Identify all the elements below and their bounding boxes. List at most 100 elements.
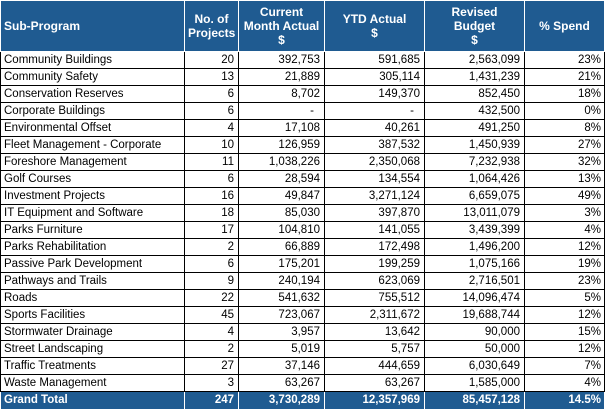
table-row: Environmental Offset 4 17,108 40,261 491,250… xyxy=(0,119,605,137)
cell-projects: 6 xyxy=(184,85,239,103)
cell-percent-spend: 32% xyxy=(524,153,605,171)
cell-current-month: 175,201 xyxy=(238,255,325,273)
cell-percent-spend: 12% xyxy=(524,340,605,358)
header-ytd-actual: YTD Actual $ xyxy=(324,0,425,52)
cell-revised-budget: 1,431,239 xyxy=(424,68,525,86)
cell-revised-budget: 432,500 xyxy=(424,102,525,120)
cell-percent-spend: 5% xyxy=(524,289,605,307)
cell-percent-spend: 13% xyxy=(524,170,605,188)
cell-projects: 45 xyxy=(184,306,239,324)
cell-projects: 11 xyxy=(184,153,239,171)
cell-percent-spend: 23% xyxy=(524,51,605,69)
table-header-row: Sub-Program No. of Projects Current Mont… xyxy=(0,0,605,52)
cell-sub-program: Passive Park Development xyxy=(0,255,185,273)
table-row: Golf Courses 6 28,594 134,554 1,064,426 13% xyxy=(0,170,605,188)
cell-current-month: 17,108 xyxy=(238,119,325,137)
cell-ytd-actual: 141,055 xyxy=(324,221,425,239)
cell-percent-spend: 12% xyxy=(524,306,605,324)
cell-ytd-actual: - xyxy=(324,102,425,120)
table-row: Passive Park Development 6 175,201 199,259 1… xyxy=(0,255,605,273)
cell-revised-budget: 19,688,744 xyxy=(424,306,525,324)
cell-projects: 6 xyxy=(184,102,239,120)
header-no-of-projects: No. of Projects xyxy=(184,0,239,52)
cell-sub-program: Corporate Buildings xyxy=(0,102,185,120)
header-percent-spend: % Spend xyxy=(524,0,605,52)
cell-current-month: 21,889 xyxy=(238,68,325,86)
cell-percent-spend: 21% xyxy=(524,68,605,86)
cell-percent-spend: 12% xyxy=(524,238,605,256)
cell-sub-program: Environmental Offset xyxy=(0,119,185,137)
cell-current-month: 63,267 xyxy=(238,374,325,392)
cell-percent-spend: 4% xyxy=(524,221,605,239)
cell-sub-program: Sports Facilities xyxy=(0,306,185,324)
cell-ytd-actual: 397,870 xyxy=(324,204,425,222)
cell-current-month: 723,067 xyxy=(238,306,325,324)
cell-revised-budget: 50,000 xyxy=(424,340,525,358)
table-row: Parks Rehabilitation 2 66,889 172,498 1,496,… xyxy=(0,238,605,256)
cell-revised-budget: 1,064,426 xyxy=(424,170,525,188)
cell-ytd-actual: 755,512 xyxy=(324,289,425,307)
table-row: Pathways and Trails 9 240,194 623,069 2,716,… xyxy=(0,272,605,290)
table-row: Roads 22 541,632 755,512 14,096,474 5% xyxy=(0,289,605,307)
cell-ytd-actual: 134,554 xyxy=(324,170,425,188)
cell-sub-program: Street Landscaping xyxy=(0,340,185,358)
cell-projects: 6 xyxy=(184,170,239,188)
cell-sub-program: Community Safety xyxy=(0,68,185,86)
header-sub-program: Sub-Program xyxy=(0,0,185,52)
cell-ytd-actual: 13,642 xyxy=(324,323,425,341)
cell-current-month: 85,030 xyxy=(238,204,325,222)
cell-projects: 9 xyxy=(184,272,239,290)
cell-ytd-actual: 63,267 xyxy=(324,374,425,392)
cell-percent-spend: 3% xyxy=(524,204,605,222)
cell-ytd-actual: 2,311,672 xyxy=(324,306,425,324)
cell-revised-budget: 1,075,166 xyxy=(424,255,525,273)
grand-total-current: 3,730,289 xyxy=(238,391,325,410)
grand-total-projects: 247 xyxy=(184,391,239,410)
cell-revised-budget: 14,096,474 xyxy=(424,289,525,307)
cell-projects: 27 xyxy=(184,357,239,375)
cell-percent-spend: 19% xyxy=(524,255,605,273)
table-row: Conservation Reserves 6 8,702 149,370 852,45… xyxy=(0,85,605,103)
cell-sub-program: Golf Courses xyxy=(0,170,185,188)
cell-current-month: 28,594 xyxy=(238,170,325,188)
cell-revised-budget: 852,450 xyxy=(424,85,525,103)
grand-total-label: Grand Total xyxy=(0,391,185,410)
cell-projects: 16 xyxy=(184,187,239,205)
table-row: Stormwater Drainage 4 3,957 13,642 90,000 15% xyxy=(0,323,605,341)
cell-current-month: 8,702 xyxy=(238,85,325,103)
cell-sub-program: Pathways and Trails xyxy=(0,272,185,290)
cell-revised-budget: 3,439,399 xyxy=(424,221,525,239)
cell-percent-spend: 49% xyxy=(524,187,605,205)
cell-sub-program: Traffic Treatments xyxy=(0,357,185,375)
grand-total-ytd: 12,357,969 xyxy=(324,391,425,410)
cell-sub-program: Roads xyxy=(0,289,185,307)
cell-projects: 17 xyxy=(184,221,239,239)
grand-total-spend: 14.5% xyxy=(524,391,605,410)
table-row: Fleet Management - Corporate 10 126,959 387… xyxy=(0,136,605,154)
cell-ytd-actual: 199,259 xyxy=(324,255,425,273)
table-row: Sports Facilities 45 723,067 2,311,672 19,68… xyxy=(0,306,605,324)
cell-projects: 20 xyxy=(184,51,239,69)
header-current-month-actual: Current Month Actual $ xyxy=(238,0,325,52)
cell-current-month: 66,889 xyxy=(238,238,325,256)
cell-revised-budget: 6,659,075 xyxy=(424,187,525,205)
cell-projects: 2 xyxy=(184,340,239,358)
cell-current-month: 37,146 xyxy=(238,357,325,375)
cell-projects: 22 xyxy=(184,289,239,307)
cell-current-month: 541,632 xyxy=(238,289,325,307)
cell-projects: 13 xyxy=(184,68,239,86)
cell-revised-budget: 1,496,200 xyxy=(424,238,525,256)
cell-projects: 2 xyxy=(184,238,239,256)
table-row: Parks Furniture 17 104,810 141,055 3,439,399… xyxy=(0,221,605,239)
cell-sub-program: Waste Management xyxy=(0,374,185,392)
cell-ytd-actual: 40,261 xyxy=(324,119,425,137)
cell-percent-spend: 7% xyxy=(524,357,605,375)
table-row: Street Landscaping 2 5,019 5,757 50,000 12% xyxy=(0,340,605,358)
header-revised-budget: Revised Budget $ xyxy=(424,0,525,52)
cell-sub-program: Stormwater Drainage xyxy=(0,323,185,341)
cell-revised-budget: 90,000 xyxy=(424,323,525,341)
cell-ytd-actual: 2,350,068 xyxy=(324,153,425,171)
cell-revised-budget: 2,716,501 xyxy=(424,272,525,290)
cell-percent-spend: 18% xyxy=(524,85,605,103)
table-row: Foreshore Management 11 1,038,226 2,350,068… xyxy=(0,153,605,171)
